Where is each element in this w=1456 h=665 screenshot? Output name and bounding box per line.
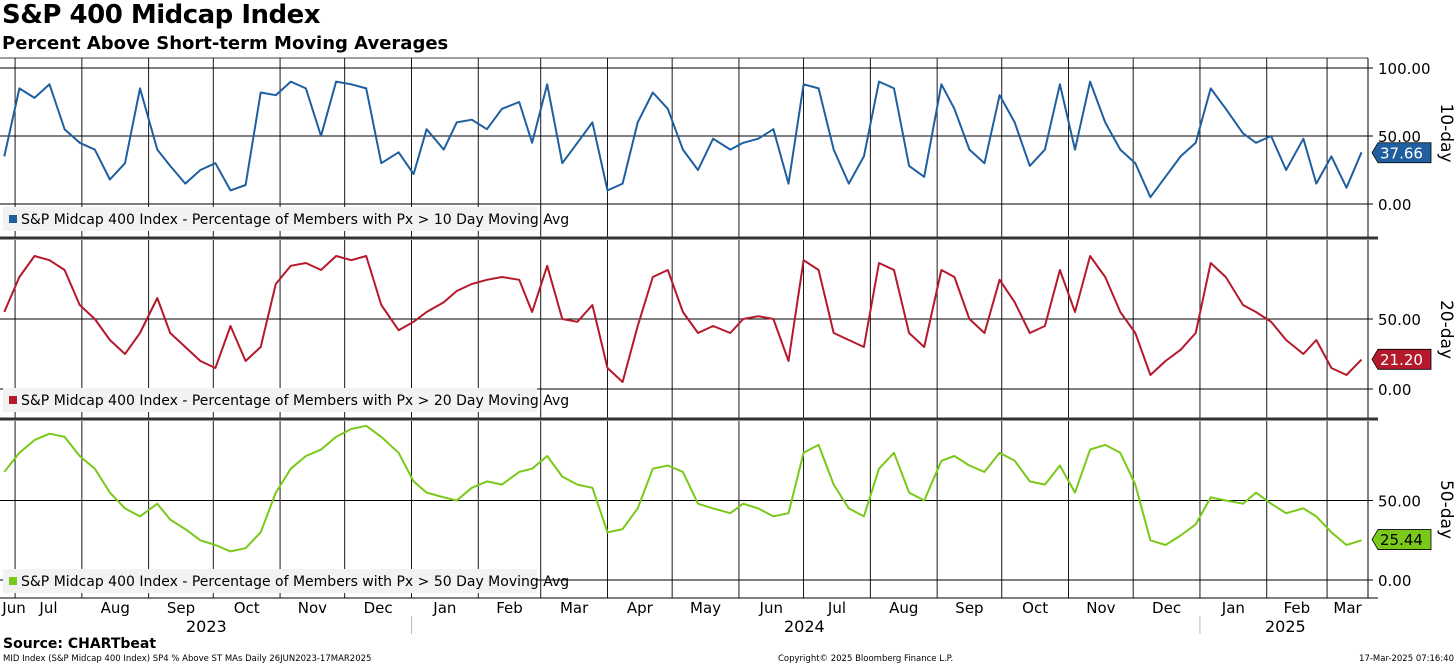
y-tick-label: 0.00 [1378,381,1411,399]
x-month-label: Jun [759,599,783,617]
x-month-label: Oct [1022,599,1048,617]
last-value-tag [1371,348,1432,370]
x-month-label: Jul [38,599,57,617]
page-title: S&P 400 Midcap Index [2,0,321,30]
x-month-label: Aug [101,599,130,617]
legend-box [3,207,537,231]
legend-label: S&P Midcap 400 Index - Percentage of Mem… [21,393,569,409]
legend-box [3,569,537,593]
last-value-label: 21.20 [1380,351,1423,369]
x-month-label: Apr [627,599,654,617]
x-month-label: Aug [889,599,918,617]
last-value-label: 25.44 [1380,531,1423,549]
x-month-label: Nov [298,599,327,617]
x-month-label: Sep [167,599,195,617]
x-month-label: Jun [1,599,25,617]
x-month-label: Sep [955,599,983,617]
x-month-label: Jul [827,599,846,617]
y-tick-label: 50.00 [1378,128,1421,146]
x-month-label: Nov [1086,599,1115,617]
year-label-2024: 2024 [784,617,825,636]
panel-separator [0,417,1378,421]
y-tick-label: 0.00 [1378,572,1411,590]
series-line-50-day [3,424,1362,553]
y-tick-label: 50.00 [1378,493,1421,511]
legend-swatch [9,396,17,404]
x-month-label: Oct [234,599,260,617]
footer-timestamp: 17-Mar-2025 07:16:40 [1359,654,1454,664]
series-line-20-day [3,255,1363,383]
x-month-label: May [690,599,721,617]
footer-copyright: Copyright© 2025 Bloomberg Finance L.P. [778,654,954,664]
y-tick-label: 100.00 [1378,60,1431,78]
x-month-label: Dec [364,599,393,617]
x-month-label: Mar [560,599,589,617]
x-month-label: Jan [1221,599,1245,617]
year-label-2023: 2023 [186,617,227,636]
panel-separator [0,236,1378,240]
panel-label: 50-day [1436,480,1456,539]
legend-label: S&P Midcap 400 Index - Percentage of Mem… [21,574,569,590]
last-value-tag [1371,142,1432,164]
last-value-label: 37.66 [1380,144,1423,162]
legend-label: S&P Midcap 400 Index - Percentage of Mem… [21,212,569,228]
source-note: Source: CHARTbeat [3,636,157,652]
last-value-tag [1371,529,1432,550]
legend-swatch [9,577,17,585]
panel-label: 10-day [1436,103,1456,162]
page-subtitle: Percent Above Short-term Moving Averages [2,33,449,54]
x-month-label: Dec [1152,599,1181,617]
x-month-label: Jan [432,599,456,617]
x-month-label: Mar [1333,599,1362,617]
panel-label: 20-day [1436,300,1456,359]
x-month-label: Feb [496,599,523,617]
legend-box [3,388,537,412]
legend-swatch [9,215,17,223]
x-month-label: Feb [1284,599,1311,617]
year-label-2025: 2025 [1265,617,1306,636]
y-tick-label: 50.00 [1378,311,1421,329]
footer-series-note: MID Index (S&P Midcap 400 Index) SP4 % A… [3,654,372,664]
series-line-10-day [3,80,1363,199]
y-tick-label: 0.00 [1378,196,1411,214]
